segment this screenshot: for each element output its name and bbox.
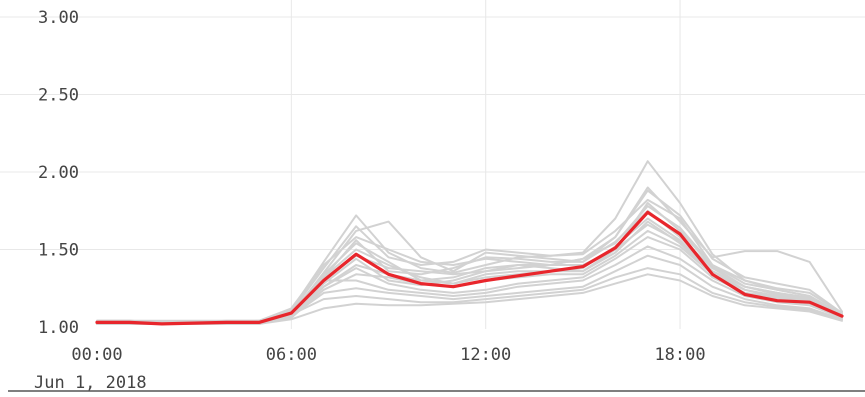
background-series-line bbox=[96, 217, 843, 325]
background-series-line bbox=[96, 189, 843, 322]
background-series-line bbox=[96, 205, 843, 324]
x-tick-label: 06:00 bbox=[266, 345, 317, 365]
y-tick-label: 1.00 bbox=[38, 318, 79, 338]
x-axis-date-label: Jun 1, 2018 bbox=[34, 373, 147, 393]
background-series-layer bbox=[96, 160, 843, 325]
y-axis-ticks: 1.00 1.50 2.00 2.50 3.00 bbox=[38, 8, 79, 338]
x-tick-label: 00:00 bbox=[71, 345, 122, 365]
y-tick-label: 2.00 bbox=[38, 163, 79, 183]
grid-layer bbox=[0, 0, 865, 329]
x-tick-label: 12:00 bbox=[460, 345, 511, 365]
background-series-line bbox=[96, 209, 843, 324]
highlighted-series-layer bbox=[95, 210, 844, 326]
x-tick-label: 18:00 bbox=[654, 345, 705, 365]
y-tick-label: 3.00 bbox=[38, 8, 79, 28]
y-tick-label: 1.50 bbox=[38, 241, 79, 261]
y-tick-label: 2.50 bbox=[38, 86, 79, 106]
highlighted-series-line bbox=[95, 210, 844, 326]
x-axis-ticks: 00:00 06:00 12:00 18:00 bbox=[71, 345, 705, 365]
